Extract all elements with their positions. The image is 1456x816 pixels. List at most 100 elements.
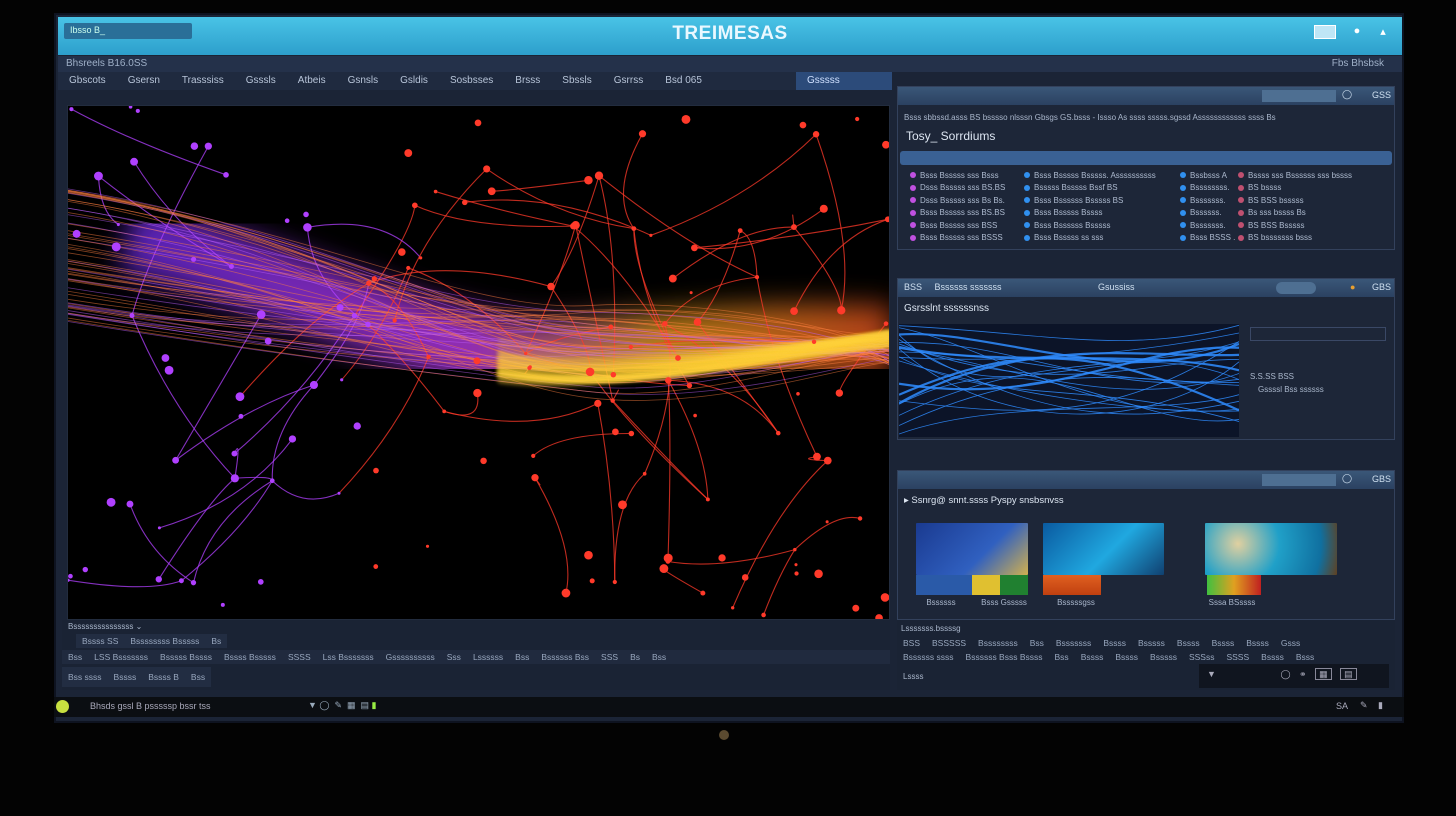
row-cell[interactable]: Bss — [68, 652, 83, 662]
legend-item[interactable]: Bsss Bsssss sss BSS — [910, 219, 1005, 232]
title-search-box[interactable]: Ibsso B_ — [64, 23, 192, 39]
row-cell[interactable]: LSS Bsssssss — [94, 652, 149, 662]
row-cell[interactable]: Bss — [190, 672, 206, 682]
legend-item[interactable]: Bssss sss Bssssss sss bssss — [1238, 169, 1352, 182]
zoom-icon[interactable]: ◯ — [1280, 669, 1291, 679]
legend-item[interactable]: Bs sss bssss Bs — [1238, 207, 1352, 220]
legend-item[interactable]: Bsssss Bsssss Bssf BS — [1024, 182, 1156, 195]
user-icon[interactable]: ● — [1353, 25, 1361, 37]
legend-item[interactable]: Bsss Bssssss Bsssss BS — [1024, 194, 1156, 207]
row-cell[interactable]: Bsssssss — [1055, 638, 1092, 648]
legend-item[interactable]: Bsssssss. — [1180, 194, 1235, 207]
panel2-input[interactable] — [1250, 327, 1386, 341]
tab-item[interactable]: Atbeis — [297, 75, 326, 86]
row-cell[interactable]: SSSss — [1188, 652, 1215, 662]
row-cell[interactable]: Bss — [1054, 652, 1069, 662]
row-cell[interactable]: BSSSSS — [932, 638, 967, 648]
row-cell[interactable]: Bssss B — [148, 672, 179, 682]
timeline-slider[interactable] — [900, 151, 1392, 165]
row-cell[interactable]: Bssss SS — [82, 636, 119, 646]
legend-item[interactable]: Bssssssss. — [1180, 182, 1235, 195]
row-cell[interactable]: Lss Bsssssss — [322, 652, 374, 662]
gallery-settings-icon[interactable]: ◯ — [1342, 473, 1353, 483]
row-cell[interactable]: Bsssss — [1137, 638, 1165, 648]
thumbnail-3[interactable] — [1205, 523, 1337, 575]
grid-icon[interactable]: ▦ — [1315, 668, 1332, 680]
network-visualization[interactable] — [67, 105, 890, 620]
legend-item[interactable]: Bsss Bsssss sss Bsss — [910, 169, 1005, 182]
settings-icon[interactable]: ◯ — [1342, 89, 1353, 99]
row-cell[interactable]: Bssss — [1261, 652, 1284, 662]
tab-item[interactable]: Trasssiss — [181, 75, 224, 86]
row-cell[interactable]: Bssss — [1115, 652, 1139, 662]
legend-item[interactable]: Bssbsss A — [1180, 169, 1235, 182]
flow-map[interactable] — [899, 324, 1239, 437]
thumbnail-1[interactable] — [916, 523, 1028, 575]
row-cell[interactable]: Bssss — [113, 672, 137, 682]
row-cell[interactable]: Lssssss — [472, 652, 504, 662]
notification-icon[interactable]: ▮ — [1378, 700, 1383, 710]
legend-item[interactable]: Bsss Bsssss ss sss — [1024, 232, 1156, 245]
panel2-toggle[interactable] — [1276, 282, 1316, 294]
legend-item[interactable]: Bsssssss. — [1180, 219, 1235, 232]
panel3-header-button[interactable]: GBS — [1372, 474, 1392, 484]
tab-item[interactable]: Sosbsses — [449, 75, 494, 86]
row-cell[interactable]: Bssss — [1080, 652, 1104, 662]
bottom-dropdown[interactable]: Bsssssssssssssss — [68, 622, 134, 631]
row-cell[interactable]: SSSS — [1226, 652, 1250, 662]
tab-item[interactable]: Bsd 065 — [665, 75, 702, 86]
legend-item[interactable]: Bsss Bsssss Bsssss. Assssssssss — [1024, 169, 1156, 182]
panel1-header-button[interactable]: GSS — [1372, 90, 1392, 100]
row-cell[interactable]: BSS — [903, 638, 921, 648]
tab-item[interactable]: Gsnsls — [347, 75, 379, 86]
row-cell[interactable]: Bsssss Bssss — [160, 652, 212, 662]
legend-item[interactable]: BS BSS Bsssss — [1238, 219, 1352, 232]
legend-item[interactable]: BS bsssssss bsss — [1238, 232, 1352, 245]
row-cell[interactable]: Bssssss Bss — [541, 652, 590, 662]
row-cell[interactable]: Bssss — [1211, 638, 1235, 648]
row-cell[interactable]: SSSS — [287, 652, 311, 662]
chevron-down-icon[interactable]: ⌄ — [135, 622, 143, 631]
panel-search-input[interactable] — [1262, 90, 1336, 102]
row-cell[interactable]: Bssssss ssss — [903, 652, 954, 662]
tab-item[interactable]: Gsssss — [796, 72, 892, 90]
link-icon[interactable]: ⚭ — [1299, 669, 1307, 679]
legend-item[interactable]: Bsss BSSS . — [1180, 232, 1235, 245]
signal-icon[interactable]: ▼ — [1207, 669, 1216, 679]
row-cell[interactable]: Sss — [446, 652, 461, 662]
gallery-search-input[interactable] — [1262, 474, 1336, 486]
row-cell[interactable]: Bs — [211, 636, 222, 646]
tab-item[interactable]: Brsss — [515, 75, 541, 86]
row-cell[interactable]: Bss — [651, 652, 667, 662]
legend-item[interactable]: Bsss Bsssss sss BSSS — [910, 232, 1005, 245]
thumbnail-2[interactable] — [1043, 523, 1164, 575]
tab-item[interactable]: Gbscots — [69, 75, 106, 86]
legend-item[interactable]: Bsss Bssssss Bsssss — [1024, 219, 1156, 232]
row-cell[interactable]: Gssssssssss — [385, 652, 435, 662]
legend-item[interactable]: Bsss Bsssss Bssss — [1024, 207, 1156, 220]
row-cell[interactable]: Bsss — [1295, 652, 1315, 662]
tab-item[interactable]: Gsssls — [245, 75, 276, 86]
tab-item[interactable]: Gsrrss — [613, 75, 644, 86]
row-cell[interactable]: Bssss — [1176, 638, 1200, 648]
legend-item[interactable]: Dsss Bsssss sss BS.BS — [910, 182, 1005, 195]
panel2-header-button[interactable]: GBS — [1372, 282, 1392, 292]
row-cell[interactable]: Bs — [630, 652, 640, 662]
legend-item[interactable]: Bssssss. — [1180, 207, 1235, 220]
row-cell[interactable]: Bss — [515, 652, 530, 662]
layers-icon[interactable]: ▤ — [1340, 668, 1357, 680]
legend-item[interactable]: BS BSS bsssss — [1238, 194, 1352, 207]
row-cell[interactable]: Bssss — [1246, 638, 1269, 648]
window-icon[interactable] — [1314, 25, 1336, 39]
menu-icon[interactable]: ▴ — [1380, 26, 1386, 38]
row-cell[interactable]: Bsssss — [1150, 652, 1177, 662]
row-cell[interactable]: Bssss Bsssss — [223, 652, 276, 662]
tab-item[interactable]: Sbssls — [562, 75, 592, 86]
row-cell[interactable]: Bss ssss — [68, 672, 102, 682]
row-cell[interactable]: Bssss — [1103, 638, 1126, 648]
tab-item[interactable]: Gsldis — [400, 75, 428, 86]
row-cell[interactable]: Bss — [1029, 638, 1044, 648]
tab-item[interactable]: Gsersn — [127, 75, 160, 86]
legend-item[interactable]: Bsss Bsssss sss BS.BS — [910, 207, 1005, 220]
taskbar-language[interactable]: SA — [1336, 701, 1349, 711]
